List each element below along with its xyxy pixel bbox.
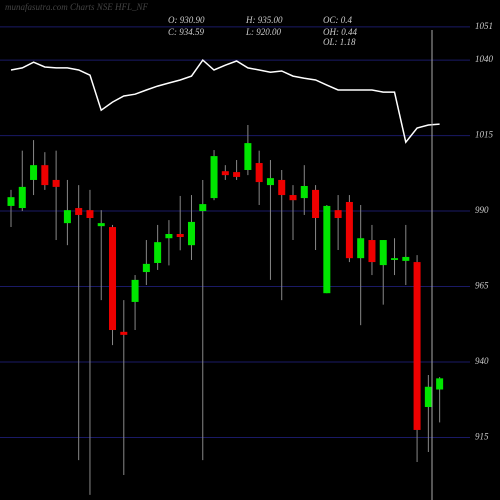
candle-body	[75, 208, 83, 215]
candle-body	[402, 256, 410, 261]
candle-body	[165, 233, 173, 239]
candle-body	[221, 171, 229, 176]
candle-body	[368, 240, 376, 263]
candle-body	[413, 262, 421, 430]
candle-body	[7, 197, 15, 206]
y-tick-label: 1051	[475, 21, 493, 31]
info-text: L: 920.00	[245, 27, 282, 37]
candle-body	[120, 331, 128, 335]
candle-body	[176, 233, 184, 238]
candle-body	[30, 165, 38, 180]
candle-body	[199, 204, 207, 212]
candle-body	[63, 210, 71, 224]
chart-title: munafasutra.com Charts NSE HFL_NF	[5, 2, 149, 12]
candle-body	[436, 378, 444, 390]
candle-body	[289, 195, 297, 201]
candle-body	[109, 227, 117, 331]
candle-body	[300, 185, 308, 199]
candle-body	[255, 163, 263, 183]
candle-body	[357, 238, 365, 259]
candle-body	[52, 179, 60, 187]
candle-body	[233, 172, 241, 177]
candle-body	[154, 242, 162, 263]
y-tick-label: 990	[475, 205, 489, 215]
info-text: O: 930.90	[168, 15, 205, 25]
info-text: OL: 1.18	[323, 37, 356, 47]
candle-body	[97, 223, 105, 227]
candle-body	[391, 258, 399, 260]
candle-body	[424, 386, 432, 408]
info-text: OC: 0.4	[323, 15, 352, 25]
candle-body	[345, 201, 353, 259]
candle-body	[244, 143, 252, 170]
info-text: OH: 0.44	[323, 27, 357, 37]
y-tick-label: 940	[475, 356, 489, 366]
info-text: C: 934.59	[168, 27, 205, 37]
candle-body	[187, 221, 195, 246]
y-tick-label: 915	[475, 432, 489, 442]
y-tick-label: 965	[475, 281, 489, 291]
overlay-line	[10, 58, 440, 144]
candle-body	[131, 279, 139, 302]
candle-body	[312, 189, 320, 218]
candle-body	[210, 156, 218, 199]
info-text: H: 935.00	[245, 15, 283, 25]
candle-body	[379, 240, 387, 266]
candle-body	[18, 186, 26, 209]
y-tick-label: 1015	[475, 130, 494, 140]
candle-body	[266, 178, 274, 186]
candle-body	[86, 210, 94, 218]
candle-body	[41, 165, 49, 186]
candle-body	[278, 179, 286, 196]
candle-body	[334, 210, 342, 218]
candle-body	[142, 263, 150, 273]
y-tick-label: 1040	[475, 54, 494, 64]
candle-body	[323, 205, 331, 294]
